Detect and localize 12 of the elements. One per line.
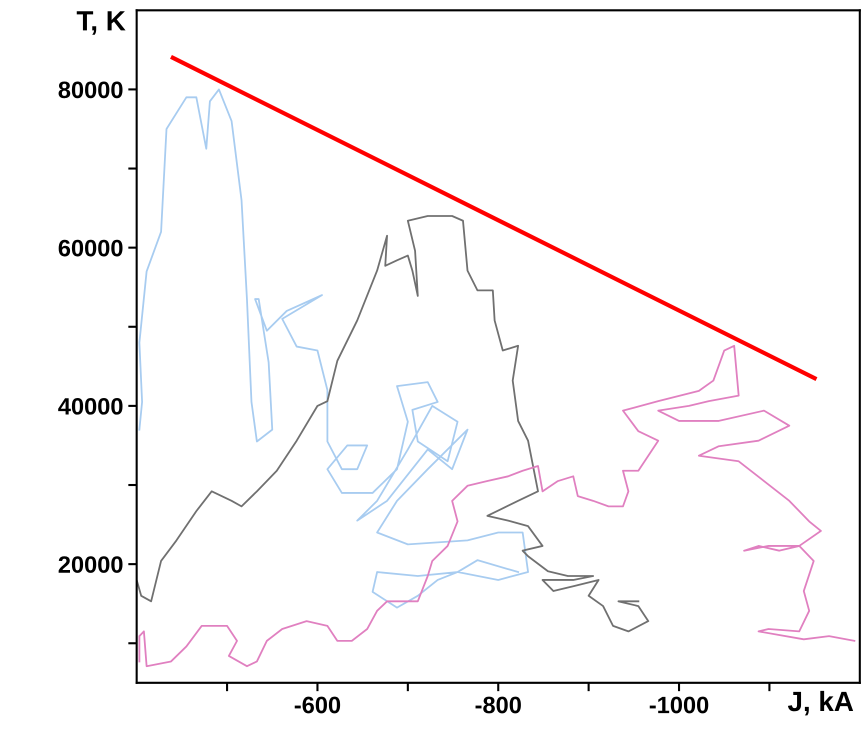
y-tick-label: 20000 [58, 556, 123, 573]
line-series [138, 88, 529, 609]
x-axis-title: J, kA [788, 690, 854, 716]
y-tick-label: 40000 [58, 398, 123, 415]
x-tick-label: -600 [294, 696, 340, 714]
x-tick-label: -800 [476, 696, 521, 714]
y-tick-label: 80000 [58, 81, 123, 98]
x-tick-label: -1000 [650, 696, 708, 714]
line-series [138, 344, 856, 668]
line-series [136, 215, 650, 632]
y-axis-title: T, K [76, 11, 126, 35]
y-tick-label: 60000 [58, 240, 123, 256]
